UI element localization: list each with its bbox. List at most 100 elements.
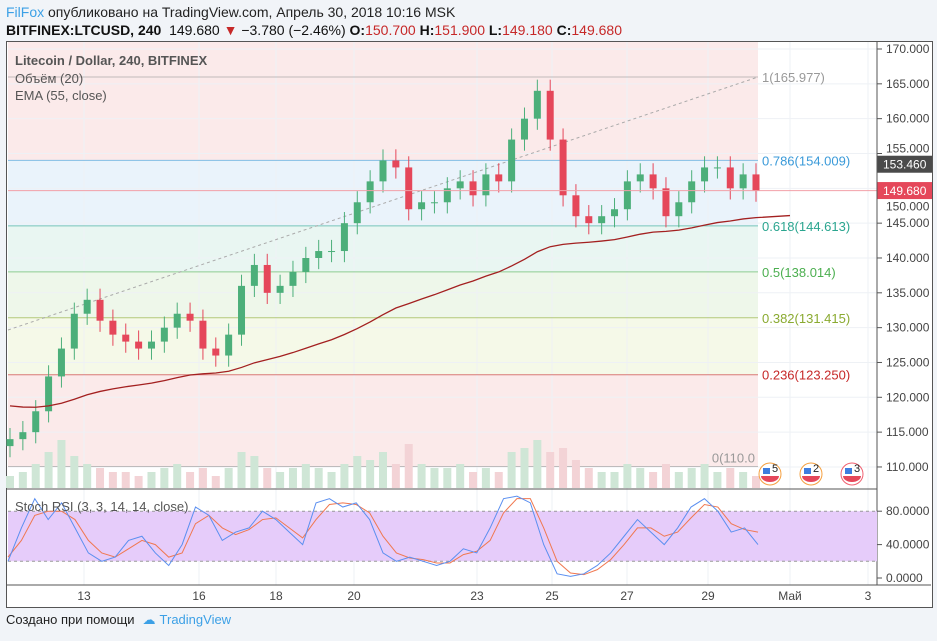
volume-bar bbox=[31, 464, 40, 488]
candle bbox=[70, 313, 78, 349]
volume-bar bbox=[237, 452, 246, 488]
volume-bar bbox=[134, 476, 143, 488]
candle bbox=[418, 202, 426, 210]
candle bbox=[225, 334, 233, 356]
candle bbox=[135, 341, 143, 349]
volume-bar bbox=[469, 472, 478, 488]
volume-bar bbox=[559, 448, 568, 488]
candle bbox=[109, 320, 117, 335]
price-tick-label: 120.000 bbox=[886, 390, 930, 404]
price-tick-label: 160.000 bbox=[886, 112, 930, 126]
candle bbox=[32, 411, 40, 433]
candle bbox=[353, 202, 361, 224]
rsi-tick-label: 0.0000 bbox=[886, 571, 923, 585]
close-label: C: bbox=[556, 22, 572, 38]
candle bbox=[520, 118, 528, 140]
price-tick-label: 130.000 bbox=[886, 321, 930, 335]
fib-level-label: 0.786(154.009) bbox=[762, 153, 850, 168]
volume-legend[interactable]: Объём (20) bbox=[15, 71, 84, 86]
flag-canton bbox=[845, 468, 852, 474]
volume-bar bbox=[186, 472, 195, 488]
candle bbox=[173, 313, 181, 328]
volume-bar bbox=[147, 472, 156, 488]
publish-text: опубликовано на TradingView.com, Апрель … bbox=[48, 4, 456, 20]
symbol: BITFINEX:LTCUSD, 240 bbox=[6, 22, 162, 38]
high-value: 151.900 bbox=[434, 22, 485, 38]
event-count: 2 bbox=[813, 463, 819, 475]
candle bbox=[688, 181, 696, 203]
volume-bar bbox=[404, 444, 413, 488]
down-arrow-icon: ▼ bbox=[223, 22, 238, 38]
candle bbox=[675, 202, 683, 217]
candle bbox=[392, 160, 400, 168]
price-tick-label: 145.000 bbox=[886, 216, 930, 230]
volume-bar bbox=[674, 472, 683, 488]
candle bbox=[623, 181, 631, 210]
stoch-k-line bbox=[7, 495, 759, 577]
price-tick-label: 140.000 bbox=[886, 251, 930, 265]
fib-level-label: 1(165.977) bbox=[762, 70, 825, 85]
volume-bar bbox=[70, 456, 79, 488]
author-link[interactable]: FilFox bbox=[6, 4, 45, 20]
candle bbox=[611, 209, 619, 217]
candle bbox=[713, 167, 721, 169]
volume-bar bbox=[108, 472, 117, 488]
date-tick-label: 18 bbox=[269, 589, 283, 603]
volume-bar bbox=[250, 456, 259, 488]
volume-bar bbox=[584, 468, 593, 488]
candle bbox=[302, 258, 310, 272]
date-tick-label: Май bbox=[778, 589, 802, 603]
ema-legend[interactable]: EMA (55, close) bbox=[15, 88, 107, 103]
volume-bar bbox=[18, 472, 27, 488]
volume-bar bbox=[481, 468, 490, 488]
volume-bar bbox=[160, 468, 169, 488]
volume-bar bbox=[430, 468, 439, 488]
candle bbox=[482, 174, 490, 196]
volume-bar bbox=[211, 476, 220, 488]
date-tick-label: 16 bbox=[192, 589, 206, 603]
volume-bar bbox=[391, 464, 400, 488]
flag-stripes bbox=[802, 476, 820, 482]
high-label: H: bbox=[419, 22, 435, 38]
candle bbox=[6, 439, 14, 447]
date-tick-label: 29 bbox=[701, 589, 715, 603]
volume-bar bbox=[301, 464, 310, 488]
tradingview-link[interactable]: TradingView bbox=[159, 612, 232, 627]
candle bbox=[726, 167, 734, 189]
candle bbox=[585, 216, 593, 224]
volume-bar bbox=[57, 440, 66, 488]
volume-bar bbox=[533, 440, 542, 488]
candle bbox=[263, 264, 271, 293]
volume-bar bbox=[752, 476, 760, 488]
candle bbox=[379, 160, 387, 182]
volume-bar bbox=[96, 468, 105, 488]
volume-bar bbox=[121, 472, 130, 488]
rsi-legend[interactable]: Stoch RSI (3, 3, 14, 14, close) bbox=[15, 499, 189, 514]
fib-band bbox=[8, 225, 758, 272]
volume-bar bbox=[700, 464, 709, 488]
low-value: 149.180 bbox=[502, 22, 553, 38]
volume-bar bbox=[276, 472, 285, 488]
candle bbox=[752, 174, 760, 191]
volume-bar bbox=[661, 464, 670, 488]
fib-level-label: 0.382(131.415) bbox=[762, 311, 850, 326]
candle bbox=[340, 223, 348, 252]
volume-bar bbox=[546, 452, 555, 488]
volume-bar bbox=[456, 464, 465, 488]
volume-bar bbox=[507, 452, 516, 488]
price-tick-label: 115.000 bbox=[886, 425, 929, 439]
symbol-info: BITFINEX:LTCUSD, 240 149.680 ▼ −3.780 (−… bbox=[6, 22, 622, 38]
price-tick-label: 135.000 bbox=[886, 286, 930, 300]
volume-bar bbox=[597, 472, 606, 488]
footer: Создано при помощи ☁ TradingView bbox=[6, 612, 231, 628]
volume-bar bbox=[83, 464, 92, 488]
price-badge bbox=[877, 182, 932, 200]
candle bbox=[636, 174, 644, 182]
candle bbox=[533, 90, 541, 119]
candle bbox=[495, 174, 503, 182]
change: −3.780 (−2.46%) bbox=[241, 22, 346, 38]
volume-bar bbox=[739, 472, 748, 488]
volume-bar bbox=[687, 468, 696, 488]
candle bbox=[456, 181, 464, 189]
